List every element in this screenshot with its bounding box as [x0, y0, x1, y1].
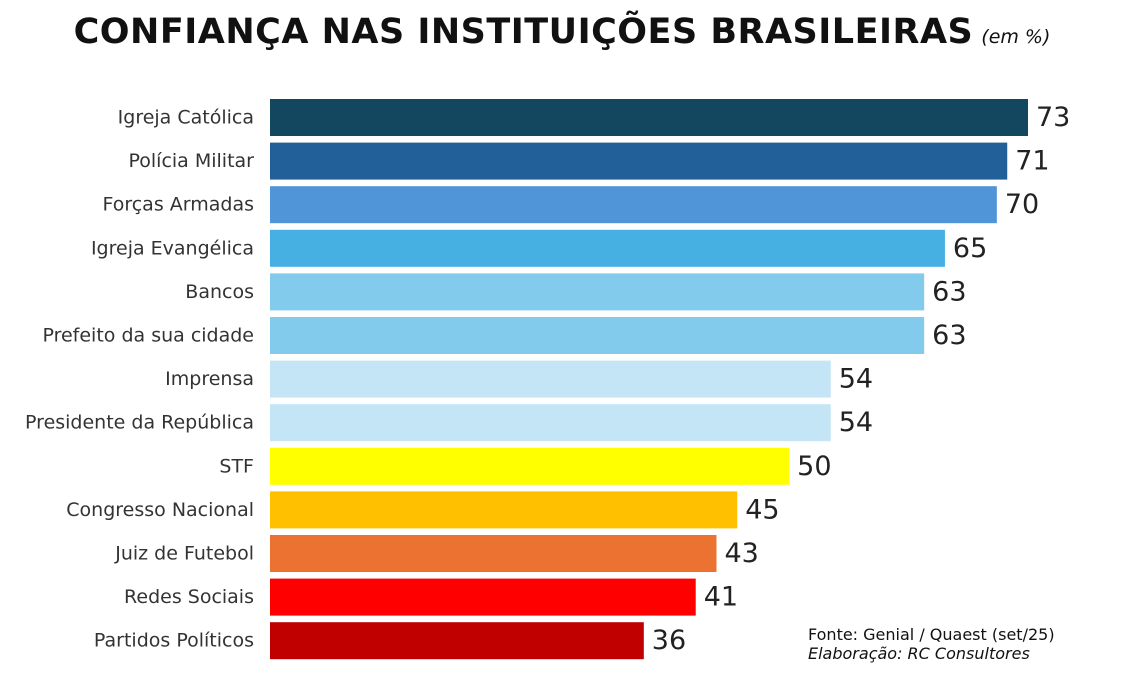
value-label-2: 70 [1005, 189, 1039, 220]
category-label-4: Bancos [185, 281, 254, 303]
bar-0 [270, 99, 1028, 136]
bar-12 [270, 622, 644, 660]
category-label-6: Imprensa [165, 368, 254, 390]
chart-title: CONFIANÇA NAS INSTITUIÇÕES BRASILEIRAS [73, 12, 974, 52]
category-label-5: Prefeito da sua cidade [42, 325, 254, 347]
value-label-0: 73 [1036, 102, 1070, 133]
source-text: Fonte: Genial / Quaest (set/25) [808, 625, 1055, 644]
chart-title-unit: (em %) [981, 26, 1051, 48]
value-label-11: 41 [704, 582, 738, 613]
bar-6 [270, 360, 831, 398]
category-label-11: Redes Sociais [124, 586, 254, 608]
category-label-10: Juiz de Futebol [114, 543, 254, 565]
category-label-3: Igreja Evangélica [91, 237, 254, 259]
bar-11 [270, 578, 696, 616]
bar-4 [270, 273, 925, 311]
category-label-2: Forças Armadas [102, 194, 254, 216]
credit-text: Elaboração: RC Consultores [808, 644, 1030, 663]
value-label-6: 54 [839, 364, 873, 395]
value-label-8: 50 [797, 451, 831, 482]
value-label-9: 45 [745, 494, 779, 525]
value-label-5: 63 [932, 320, 966, 351]
category-label-8: STF [219, 455, 254, 477]
value-label-3: 65 [953, 233, 987, 264]
value-label-1: 71 [1015, 146, 1049, 177]
value-label-10: 43 [724, 538, 758, 569]
bar-9 [270, 491, 738, 529]
bar-8 [270, 447, 790, 485]
value-label-12: 36 [652, 625, 686, 656]
bar-7 [270, 404, 831, 442]
source-note: Fonte: Genial / Quaest (set/25) Elaboraç… [808, 625, 1055, 663]
category-label-0: Igreja Católica [118, 107, 254, 129]
category-label-7: Presidente da República [25, 412, 254, 434]
bar-1 [270, 142, 1008, 180]
bar-2 [270, 186, 997, 224]
value-label-4: 63 [932, 276, 966, 307]
value-label-7: 54 [839, 407, 873, 438]
category-label-1: Polícia Militar [128, 150, 254, 172]
category-label-9: Congresso Nacional [66, 499, 254, 521]
bar-10 [270, 535, 717, 572]
category-label-12: Partidos Políticos [94, 630, 254, 652]
bar-5 [270, 317, 925, 354]
chart-title-block: CONFIANÇA NAS INSTITUIÇÕES BRASILEIRAS (e… [0, 12, 1124, 52]
bar-3 [270, 229, 945, 267]
